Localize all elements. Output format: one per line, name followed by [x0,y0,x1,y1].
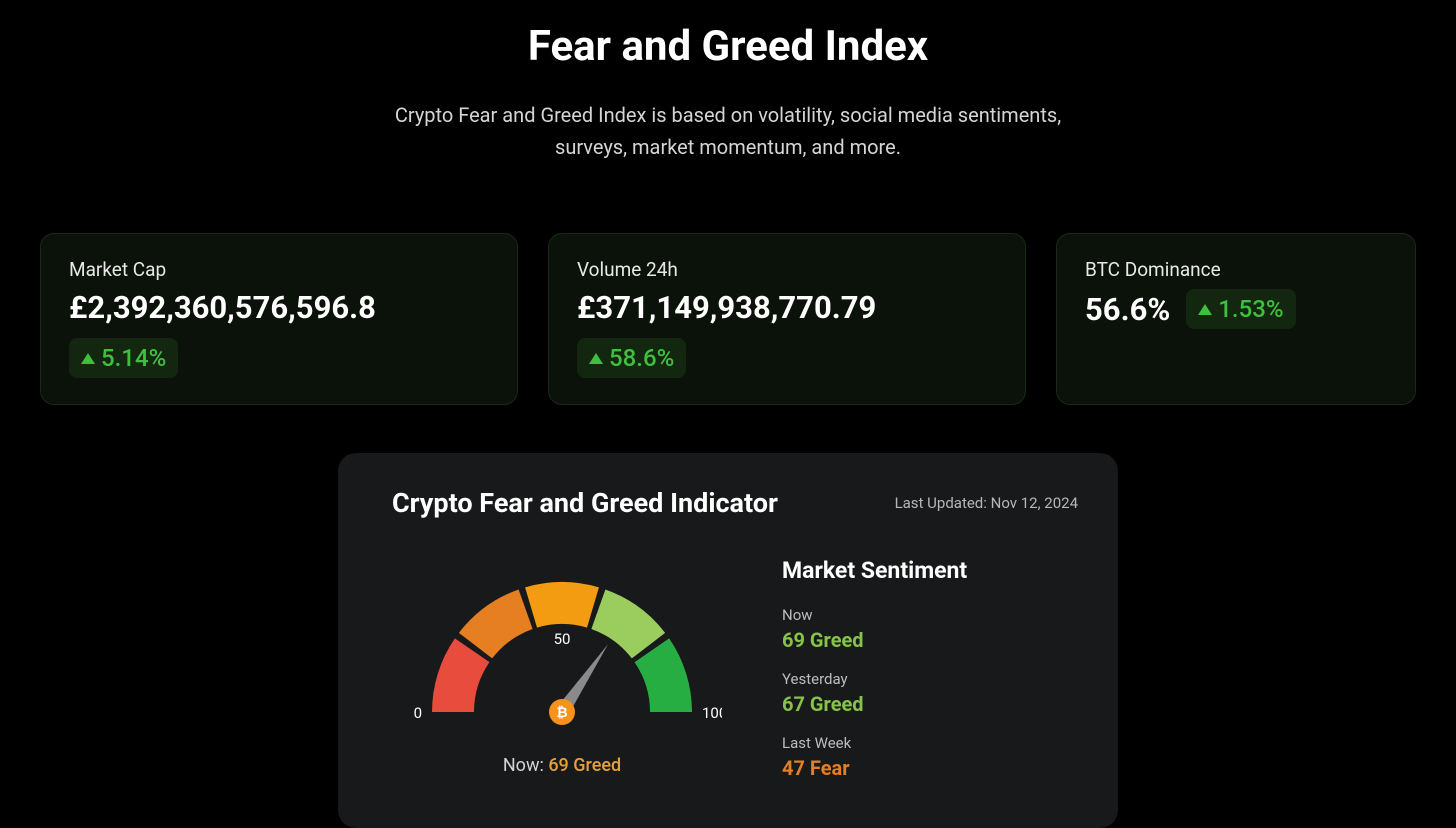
sentiment-label: Yesterday [782,670,1078,688]
page-subtitle: Crypto Fear and Greed Index is based on … [358,99,1098,163]
btc-dominance-value: 56.6% [1085,291,1170,328]
gauge-max-label: 100 [702,704,722,722]
sentiment-label: Now [782,606,1078,624]
stats-row: Market Cap £2,392,360,576,596.8 5.14% Vo… [0,233,1456,405]
indicator-title: Crypto Fear and Greed Indicator [392,487,778,519]
volume-value: £371,149,938,770.79 [577,289,997,326]
sentiment-row: Yesterday 67 Greed [782,670,1078,716]
volume-change: 58.6% [609,344,674,372]
btc-dominance-card: BTC Dominance 56.6% 1.53% [1056,233,1416,405]
volume-label: Volume 24h [577,258,997,281]
triangle-up-icon [1198,304,1212,315]
btc-dominance-change: 1.53% [1218,295,1283,323]
gauge-column: 0 50 100 ₿ Now: 69 Greed [392,557,732,798]
btc-dominance-label: BTC Dominance [1085,258,1387,281]
gauge-now-value: 69 Greed [548,755,621,776]
btc-dominance-change-badge: 1.53% [1186,289,1295,329]
sentiment-value: 69 Greed [782,628,1078,652]
market-cap-card: Market Cap £2,392,360,576,596.8 5.14% [40,233,518,405]
volume-change-badge: 58.6% [577,338,686,378]
sentiment-row: Last Week 47 Fear [782,734,1078,780]
market-cap-label: Market Cap [69,258,489,281]
volume-card: Volume 24h £371,149,938,770.79 58.6% [548,233,1026,405]
sentiment-value: 47 Fear [782,756,1078,780]
triangle-up-icon [589,353,603,364]
gauge-segment [459,589,533,658]
bitcoin-icon-glyph: ₿ [556,705,567,721]
sentiment-column: Market Sentiment Now 69 Greed Yesterday 67 … [782,557,1078,798]
market-cap-change-badge: 5.14% [69,338,178,378]
fear-greed-gauge: 0 50 100 ₿ [402,557,722,737]
gauge-segment [591,589,665,658]
triangle-up-icon [81,353,95,364]
gauge-now-prefix: Now: [503,755,548,776]
indicator-updated: Last Updated: Nov 12, 2024 [895,494,1078,512]
gauge-segment [525,582,599,628]
sentiment-value: 67 Greed [782,692,1078,716]
sentiment-row: Now 69 Greed [782,606,1078,652]
market-cap-change: 5.14% [101,344,166,372]
sentiment-title: Market Sentiment [782,557,1078,584]
gauge-mid-label: 50 [554,630,571,648]
gauge-min-label: 0 [414,704,422,722]
indicator-card: Crypto Fear and Greed Indicator Last Upd… [338,453,1118,828]
gauge-now-line: Now: 69 Greed [392,755,732,776]
market-cap-value: £2,392,360,576,596.8 [69,289,489,326]
page-title: Fear and Greed Index [0,22,1456,71]
sentiment-label: Last Week [782,734,1078,752]
